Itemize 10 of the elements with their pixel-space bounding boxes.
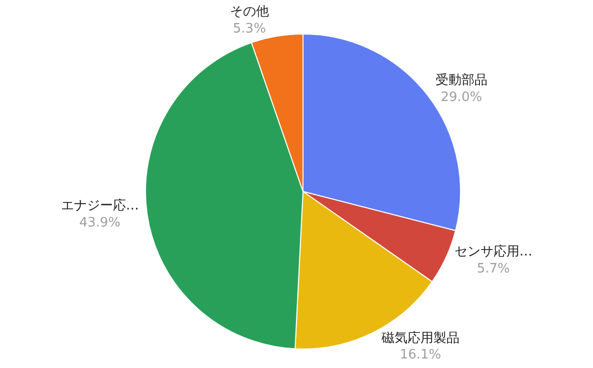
data-label: 43.9% — [79, 215, 120, 230]
data-label: 5.3% — [232, 22, 266, 37]
data-label: 5.7% — [476, 262, 510, 277]
slice-label: その他 — [230, 4, 269, 20]
data-label: 16.1% — [400, 348, 442, 363]
slice-label: エナジー応… — [60, 198, 139, 214]
slice-label: 受動部品 — [435, 73, 488, 88]
data-label: 29.0% — [440, 90, 482, 105]
slice-label: 磁気応用製品 — [380, 330, 460, 346]
slice-label: センサ応用… — [454, 244, 532, 260]
